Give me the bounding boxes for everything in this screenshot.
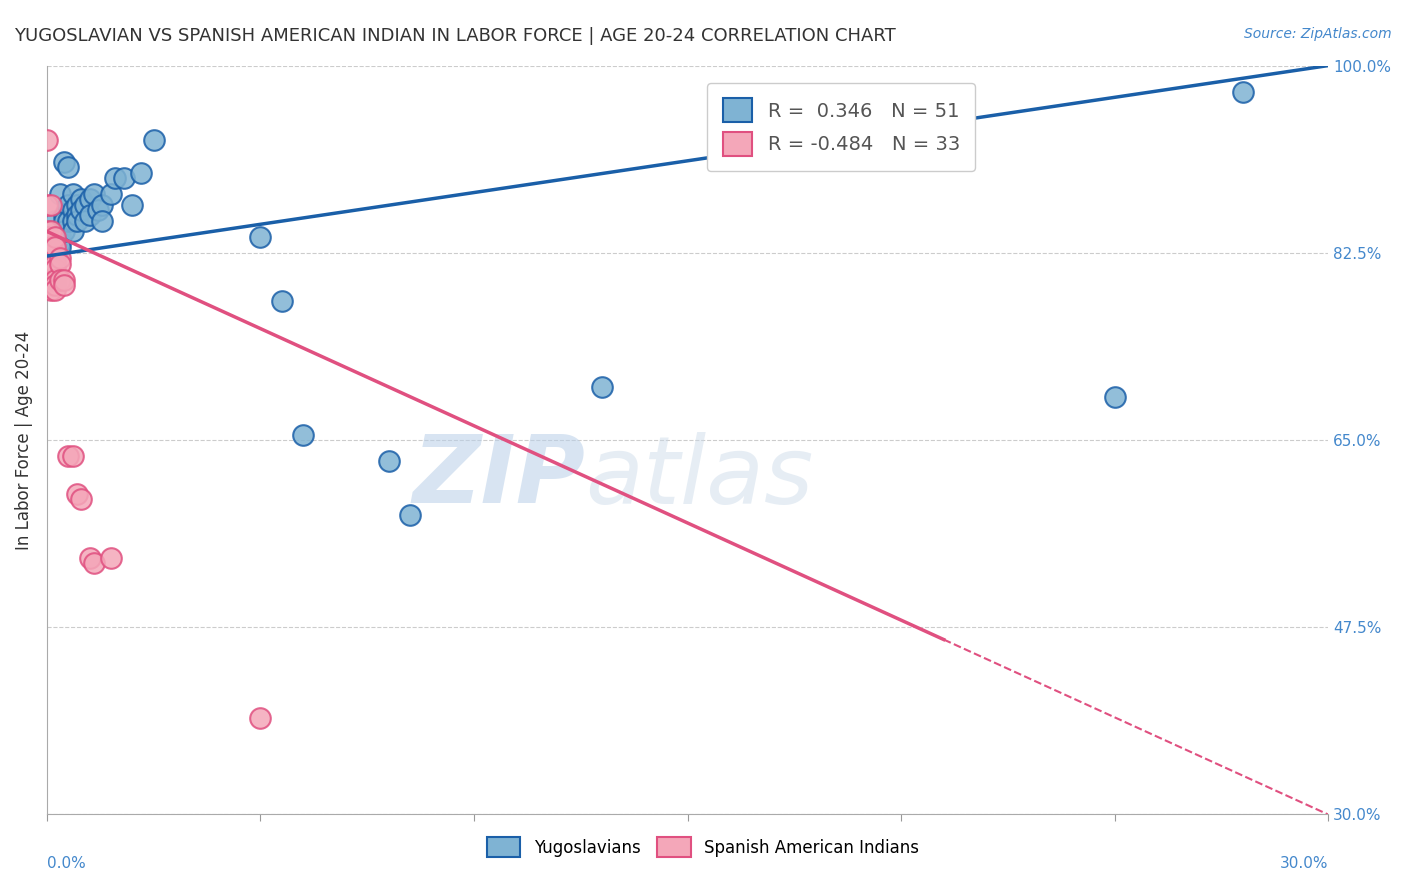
Point bbox=[270, 293, 292, 308]
Legend: Yugoslavians, Spanish American Indians: Yugoslavians, Spanish American Indians bbox=[479, 829, 927, 866]
Point bbox=[58, 160, 80, 174]
Point bbox=[79, 192, 101, 206]
Point bbox=[52, 213, 75, 227]
Text: 30.0%: 30.0% bbox=[1279, 856, 1329, 871]
Point bbox=[35, 224, 58, 238]
Point bbox=[66, 213, 89, 227]
Point bbox=[44, 229, 66, 244]
Point bbox=[48, 240, 70, 254]
Point bbox=[35, 229, 58, 244]
Point bbox=[35, 197, 58, 211]
Point bbox=[62, 449, 84, 463]
Point bbox=[48, 251, 70, 265]
Text: ZIP: ZIP bbox=[412, 432, 585, 524]
Point bbox=[52, 277, 75, 292]
Point bbox=[48, 256, 70, 270]
Point bbox=[142, 133, 165, 147]
Point bbox=[39, 261, 62, 276]
Point bbox=[62, 213, 84, 227]
Text: atlas: atlas bbox=[585, 432, 813, 523]
Point bbox=[121, 197, 143, 211]
Point bbox=[70, 491, 93, 506]
Point bbox=[52, 224, 75, 238]
Text: YUGOSLAVIAN VS SPANISH AMERICAN INDIAN IN LABOR FORCE | AGE 20-24 CORRELATION CH: YUGOSLAVIAN VS SPANISH AMERICAN INDIAN I… bbox=[14, 27, 896, 45]
Point bbox=[44, 240, 66, 254]
Point bbox=[249, 711, 271, 725]
Point bbox=[52, 208, 75, 222]
Legend: R =  0.346   N = 51, R = -0.484   N = 33: R = 0.346 N = 51, R = -0.484 N = 33 bbox=[707, 83, 976, 171]
Point bbox=[39, 272, 62, 286]
Point bbox=[39, 272, 62, 286]
Point bbox=[48, 186, 70, 201]
Point bbox=[399, 508, 422, 522]
Point bbox=[87, 202, 110, 217]
Point bbox=[75, 197, 97, 211]
Point bbox=[75, 213, 97, 227]
Text: Source: ZipAtlas.com: Source: ZipAtlas.com bbox=[1244, 27, 1392, 41]
Point bbox=[44, 277, 66, 292]
Point bbox=[58, 449, 80, 463]
Point bbox=[48, 272, 70, 286]
Point bbox=[83, 556, 105, 570]
Point bbox=[70, 192, 93, 206]
Point bbox=[44, 251, 66, 265]
Point bbox=[35, 133, 58, 147]
Point bbox=[39, 197, 62, 211]
Point bbox=[39, 240, 62, 254]
Point bbox=[62, 186, 84, 201]
Point bbox=[83, 186, 105, 201]
Point bbox=[79, 550, 101, 565]
Point bbox=[129, 165, 152, 179]
Point bbox=[39, 256, 62, 270]
Point bbox=[112, 170, 135, 185]
Point bbox=[377, 454, 399, 468]
Point bbox=[35, 235, 58, 249]
Point bbox=[91, 213, 114, 227]
Point bbox=[39, 251, 62, 265]
Point bbox=[44, 256, 66, 270]
Point bbox=[70, 202, 93, 217]
Point bbox=[39, 277, 62, 292]
Point bbox=[292, 427, 315, 442]
Point bbox=[44, 261, 66, 276]
Point bbox=[100, 186, 122, 201]
Point bbox=[48, 235, 70, 249]
Point bbox=[58, 213, 80, 227]
Point bbox=[44, 256, 66, 270]
Point bbox=[44, 272, 66, 286]
Point bbox=[39, 224, 62, 238]
Point bbox=[1104, 390, 1126, 404]
Point bbox=[249, 229, 271, 244]
Point bbox=[591, 379, 613, 393]
Point bbox=[52, 272, 75, 286]
Point bbox=[44, 229, 66, 244]
Point bbox=[91, 197, 114, 211]
Point bbox=[44, 283, 66, 297]
Point bbox=[66, 486, 89, 500]
Point bbox=[39, 240, 62, 254]
Point bbox=[104, 170, 127, 185]
Point bbox=[79, 208, 101, 222]
Point bbox=[1232, 86, 1254, 100]
Text: 0.0%: 0.0% bbox=[46, 856, 86, 871]
Point bbox=[100, 550, 122, 565]
Point bbox=[44, 272, 66, 286]
Point bbox=[48, 229, 70, 244]
Y-axis label: In Labor Force | Age 20-24: In Labor Force | Age 20-24 bbox=[15, 330, 32, 549]
Point bbox=[62, 224, 84, 238]
Point bbox=[52, 154, 75, 169]
Point bbox=[66, 208, 89, 222]
Point bbox=[66, 197, 89, 211]
Point bbox=[44, 213, 66, 227]
Point bbox=[39, 283, 62, 297]
Point bbox=[62, 202, 84, 217]
Point bbox=[39, 224, 62, 238]
Point bbox=[58, 197, 80, 211]
